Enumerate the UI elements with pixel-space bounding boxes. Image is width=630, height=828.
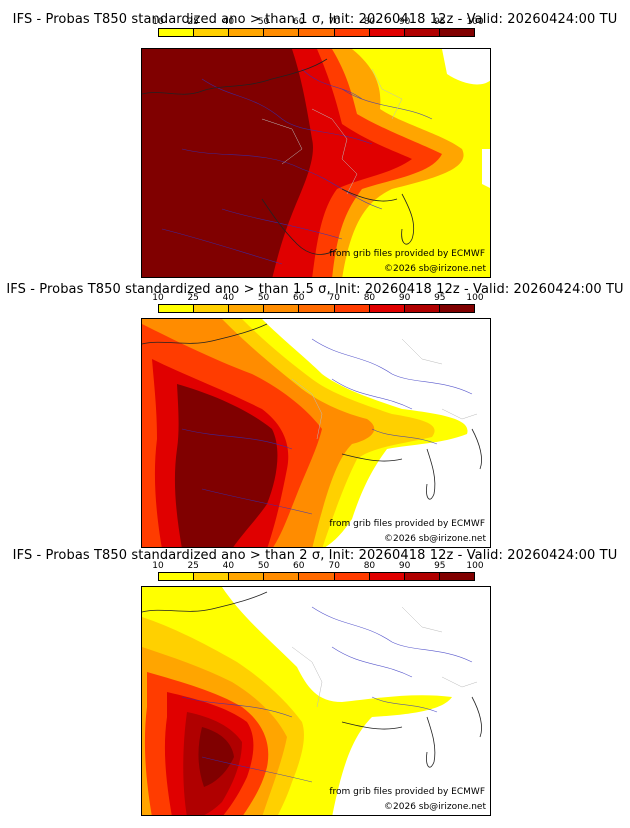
colorbar-swatch xyxy=(299,305,335,312)
source-credit: from grib files provided by ECMWF xyxy=(329,787,485,797)
colorbar-tick: 60 xyxy=(293,293,305,303)
colorbar-tick: 100 xyxy=(466,17,484,27)
colorbar-swatch xyxy=(299,573,335,580)
copyright: ©2026 sb@irizone.net xyxy=(384,802,486,812)
colorbar-tick: 25 xyxy=(187,17,199,27)
colorbar-swatch xyxy=(404,29,440,36)
colorbar-tick: 40 xyxy=(222,17,235,27)
source-credit: from grib files provided by ECMWF xyxy=(329,249,485,259)
copyright: ©2026 sb@irizone.net xyxy=(384,534,486,544)
colorbar-tick: 10 xyxy=(152,17,164,27)
colorbar-tick: 50 xyxy=(257,17,270,27)
colorbar-swatch xyxy=(264,305,300,312)
colorbar xyxy=(158,28,475,37)
colorbar-tick: 40 xyxy=(222,293,235,303)
panel-1-sigma: IFS - Probas T850 standardized ano > tha… xyxy=(0,0,630,278)
colorbar-swatch xyxy=(229,573,265,580)
colorbar-tick: 80 xyxy=(363,17,376,27)
colorbar-swatch xyxy=(194,305,230,312)
colorbar-swatch xyxy=(404,305,440,312)
colorbar-tick: 70 xyxy=(328,17,340,27)
colorbar-tick-labels: 10 25 40 50 60 70 80 90 95 100 xyxy=(152,17,483,28)
colorbar-swatch xyxy=(334,29,370,36)
colorbar-tick: 60 xyxy=(293,561,305,571)
probability-map: from grib files provided by ECMWF ©2026 … xyxy=(141,48,491,278)
colorbar-swatch xyxy=(439,305,474,312)
colorbar-swatch xyxy=(369,305,405,312)
colorbar-tick: 25 xyxy=(187,561,199,571)
colorbar-tick: 10 xyxy=(152,293,164,303)
colorbar-swatch xyxy=(229,305,265,312)
colorbar-tick: 100 xyxy=(466,293,484,303)
colorbar-tick: 50 xyxy=(257,293,270,303)
colorbar-swatch xyxy=(404,573,440,580)
colorbar-tick: 90 xyxy=(398,561,411,571)
colorbar-swatch xyxy=(194,29,230,36)
panel-title: IFS - Probas T850 standardized ano > tha… xyxy=(12,12,618,27)
colorbar-tick: 100 xyxy=(466,561,484,571)
colorbar-swatch xyxy=(264,29,300,36)
colorbar-swatch xyxy=(439,573,474,580)
map-graphic xyxy=(142,587,490,815)
source-credit: from grib files provided by ECMWF xyxy=(329,519,485,529)
colorbar-swatch xyxy=(159,573,195,580)
colorbar-tick: 10 xyxy=(152,561,164,571)
colorbar-swatch xyxy=(369,573,405,580)
colorbar-swatch xyxy=(159,305,195,312)
panel-2-sigma: IFS - Probas T850 standardized ano > tha… xyxy=(0,548,630,828)
probability-map: from grib files provided by ECMWF ©2026 … xyxy=(141,318,491,548)
colorbar xyxy=(158,304,475,313)
colorbar-swatch xyxy=(369,29,405,36)
probability-map: from grib files provided by ECMWF ©2026 … xyxy=(141,586,491,816)
colorbar-tick: 90 xyxy=(398,17,411,27)
colorbar-tick-labels: 10 25 40 50 60 70 80 90 95 100 xyxy=(152,293,483,304)
colorbar-tick: 80 xyxy=(363,561,376,571)
colorbar-tick: 50 xyxy=(257,561,270,571)
map-graphic xyxy=(142,319,490,547)
colorbar-tick-labels: 10 25 40 50 60 70 80 90 95 100 xyxy=(152,561,483,572)
panel-title: IFS - Probas T850 standardized ano > tha… xyxy=(12,548,618,563)
panel-1-5-sigma: IFS - Probas T850 standardized ano > tha… xyxy=(0,276,630,552)
colorbar-swatch xyxy=(264,573,300,580)
panel-title: IFS - Probas T850 standardized ano > tha… xyxy=(6,282,624,297)
colorbar-swatch xyxy=(334,573,370,580)
colorbar-swatch xyxy=(159,29,195,36)
map-graphic xyxy=(142,49,490,277)
colorbar-swatch xyxy=(194,573,230,580)
colorbar-swatch xyxy=(439,29,474,36)
colorbar-swatch xyxy=(334,305,370,312)
colorbar-tick: 40 xyxy=(222,561,235,571)
copyright: ©2026 sb@irizone.net xyxy=(384,264,486,274)
colorbar-tick: 70 xyxy=(328,293,340,303)
colorbar-tick: 95 xyxy=(434,561,446,571)
colorbar-tick: 95 xyxy=(434,293,446,303)
colorbar-tick: 70 xyxy=(328,561,340,571)
colorbar xyxy=(158,572,475,581)
colorbar-tick: 95 xyxy=(434,17,446,27)
colorbar-tick: 80 xyxy=(363,293,376,303)
colorbar-tick: 60 xyxy=(293,17,305,27)
colorbar-swatch xyxy=(299,29,335,36)
colorbar-tick: 25 xyxy=(187,293,199,303)
colorbar-swatch xyxy=(229,29,265,36)
colorbar-tick: 90 xyxy=(398,293,411,303)
